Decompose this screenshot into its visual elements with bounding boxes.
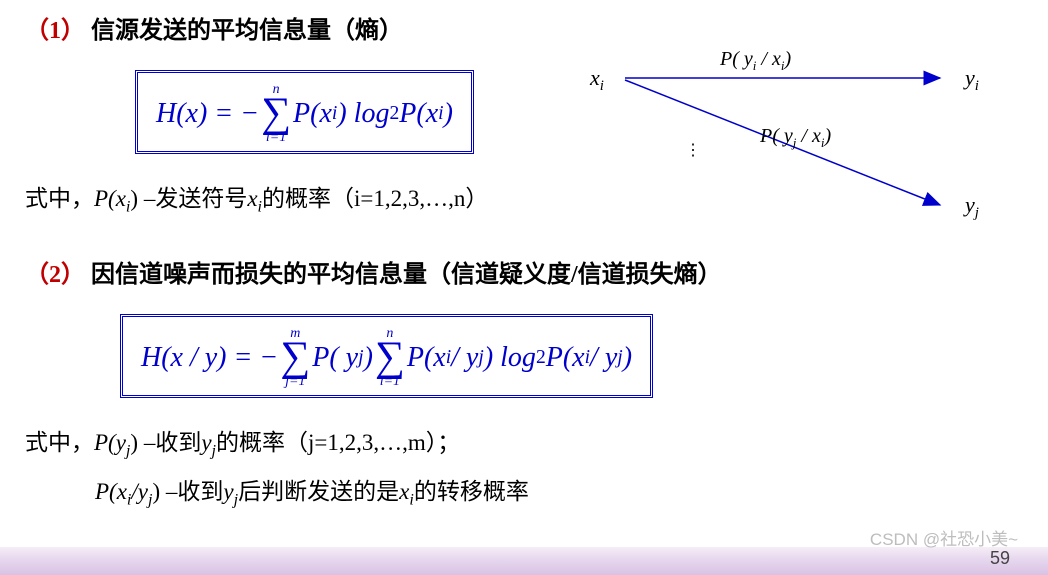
section1-title: 信源发送的平均信息量（熵） [91, 18, 403, 44]
section1-num: （1） [25, 18, 85, 44]
conditional-entropy-formula-box: H(x / y) = − m ∑ j=1 P( yj) n ∑ i=1 P(xi… [120, 314, 653, 398]
label-yi: yi [963, 65, 979, 94]
watermark-text: CSDN @社恐小美~ [870, 525, 1018, 550]
label-xi: xi [589, 65, 604, 94]
section2-desc2: P(xi/yj) –收到yj后判断发送的是xi的转移概率 [95, 472, 1023, 510]
entropy-formula: H(x) = − n ∑ i=1 P(xi) log2 P(xi) [156, 83, 453, 145]
section2-title: 因信道噪声而损失的平均信息量（信道疑义度/信道损失熵） [91, 262, 722, 288]
summation-symbol: n ∑ i=1 [261, 83, 291, 145]
vertical-dots-icon: ⋮ [685, 142, 701, 159]
label-p-yi-xi: P( yi / xi) [719, 48, 791, 73]
summation-symbol-j: m ∑ j=1 [280, 327, 310, 389]
formula-lhs: H(x) = − [156, 100, 259, 128]
bottom-gradient-bar [0, 547, 1048, 575]
section2-desc1: 式中，P(yj) –收到yj的概率（j=1,2,3,…,m）； [25, 423, 1023, 461]
label-p-yj-xi: P( yj / xi) [759, 125, 831, 150]
summation-symbol-i: n ∑ i=1 [375, 327, 405, 389]
section2-num: （2） [25, 262, 85, 288]
page-number: 59 [990, 548, 1010, 569]
section2-heading: （2） 因信道噪声而损失的平均信息量（信道疑义度/信道损失熵） [25, 254, 1023, 289]
label-yj: yj [963, 192, 979, 221]
channel-diagram: xi yi yj P( yi / xi) P( yj / xi) ⋮ [570, 30, 1030, 225]
conditional-entropy-formula: H(x / y) = − m ∑ j=1 P( yj) n ∑ i=1 P(xi… [141, 327, 632, 389]
entropy-formula-box: H(x) = − n ∑ i=1 P(xi) log2 P(xi) [135, 70, 474, 154]
